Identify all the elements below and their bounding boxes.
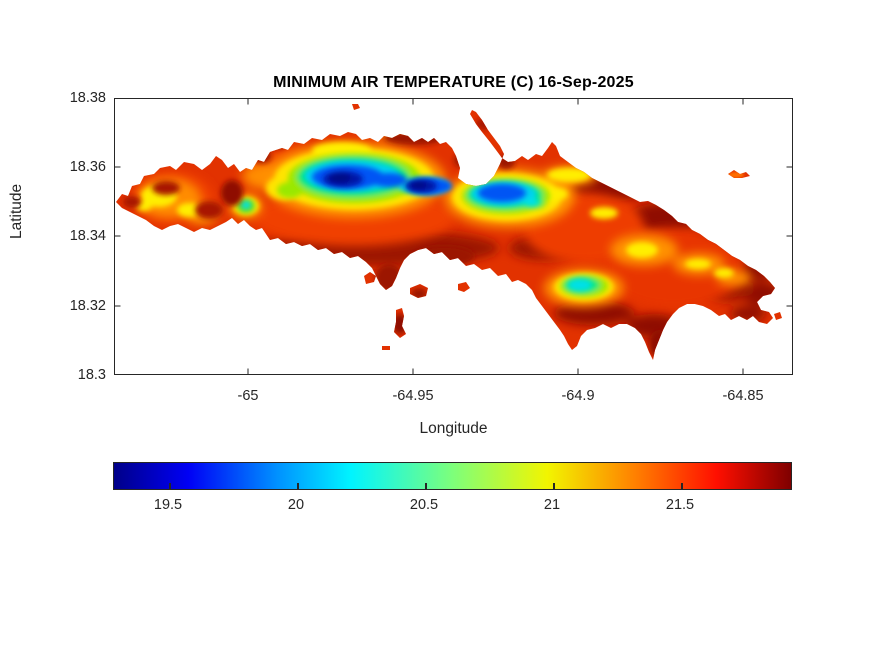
colorbar-tick [169,483,171,489]
y-tick-label: 18.36 [69,159,106,175]
colorbar-tick-label: 20 [287,497,305,513]
y-axis-label: Latitude [8,183,25,239]
chart-title: MINIMUM AIR TEMPERATURE (C) 16-Sep-2025 [273,74,634,91]
x-tick-label: -64.95 [392,388,434,404]
x-tick-label: -64.85 [722,388,764,404]
y-tick-label: 18.38 [69,90,106,106]
colorbar-tick [553,483,555,489]
y-tick-label: 18.34 [69,228,106,244]
colorbar-tick-label: 21.5 [665,497,695,513]
y-tick-label: 18.32 [69,298,106,314]
axes-box [114,98,793,375]
x-axis-label: Longitude [419,420,488,437]
map-plot-area [114,98,793,375]
y-tick-label: 18.3 [77,367,106,383]
colorbar-tick [297,483,299,489]
colorbar [113,462,792,490]
x-tick-label: -64.9 [561,388,595,404]
temperature-heatmap [114,98,793,375]
x-tick-label: -65 [237,388,259,404]
colorbar-tick-label: 19.5 [153,497,183,513]
colorbar-tick-label: 21 [543,497,561,513]
colorbar-tick-label: 20.5 [409,497,439,513]
colorbar-tick [425,483,427,489]
colorbar-tick [681,483,683,489]
